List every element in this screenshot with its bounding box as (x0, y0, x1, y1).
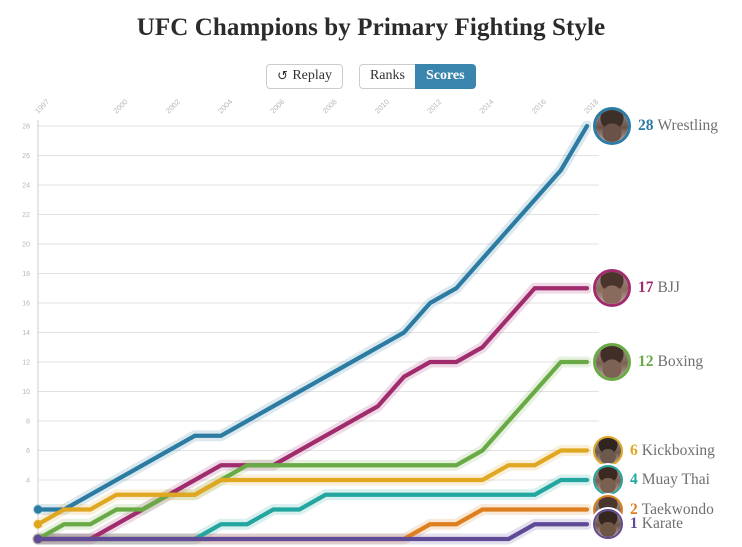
fighter-avatar-kickboxing-icon (593, 435, 623, 466)
series-start-marker-kickboxing (33, 520, 43, 529)
y-axis-tick-label: 28 (22, 124, 30, 131)
legend-value: 28 (638, 117, 654, 134)
fighter-avatar-boxing-icon (593, 343, 631, 381)
legend-label: 1 Karate (630, 515, 683, 533)
x-axis-tick-label: 2014 (477, 97, 495, 115)
replay-button-label: Replay (292, 68, 332, 83)
fighter-avatar-karate-icon (593, 509, 623, 540)
series-line-wrestling[interactable] (35, 123, 590, 512)
legend-series-name: Wrestling (657, 117, 719, 134)
replay-icon: ↻ (277, 68, 289, 84)
avatar-face (596, 272, 628, 305)
y-axis-tick-label: 8 (26, 419, 30, 426)
y-axis-tick-label: 18 (22, 271, 30, 278)
chart-controls: ↻ Replay Ranks Scores (0, 64, 742, 89)
x-axis-tick-label: 1997 (33, 97, 51, 115)
legend-value: 1 (630, 515, 638, 533)
y-axis-tick-label: 22 (22, 212, 30, 219)
x-axis-tick-label: 2016 (530, 97, 548, 115)
x-axis-tick-label: 2006 (268, 97, 286, 115)
x-axis-tick-label: 2012 (425, 97, 443, 115)
x-axis-tick-label: 2010 (373, 97, 391, 115)
avatar-face (595, 437, 621, 464)
x-axis-tick-label: 2004 (216, 97, 234, 115)
series-line-kickboxing[interactable] (35, 448, 590, 527)
legend-series-name: Boxing (657, 353, 704, 370)
y-axis-tick-label: 10 (22, 389, 30, 396)
legend-label: 2 Taekwondo (630, 501, 714, 519)
legend-value: 6 (630, 441, 638, 459)
legend-value: 2 (630, 500, 638, 518)
legend-entry-wrestling[interactable]: 28 Wrestling (593, 107, 718, 145)
series-start-marker-wrestling (33, 505, 43, 514)
x-axis-tick-label: 2008 (321, 97, 339, 115)
gridlines (37, 120, 599, 539)
ranks-button[interactable]: Ranks (358, 64, 415, 89)
legend-series-name: Kickboxing (641, 441, 715, 459)
line-chart-svg: 4 6 8 10 12 14 16 18 20 22 24 26 28 1997 2000 2002 2004… (22, 97, 600, 545)
legend-entry-boxing[interactable]: 12 Boxing (593, 343, 703, 381)
fighter-avatar-wrestling-icon (593, 107, 631, 145)
legend-series-name: Taekwondo (641, 500, 714, 518)
y-axis-tick-label: 4 (26, 478, 30, 485)
y-axis-tick-label: 6 (26, 448, 30, 455)
series-line-karate[interactable] (35, 522, 590, 542)
legend-series-name: BJJ (657, 279, 680, 297)
avatar-face (596, 346, 628, 378)
legend-value: 12 (638, 353, 654, 370)
replay-button[interactable]: ↻ Replay (266, 64, 343, 89)
page-title: UFC Champions by Primary Fighting Style (136, 14, 606, 41)
y-axis-tick-label: 12 (22, 360, 30, 367)
series-lines (35, 123, 590, 542)
x-axis-tick-label: 2002 (164, 97, 182, 115)
plot-area: 4 6 8 10 12 14 16 18 20 22 24 26 28 1997 2000 2002 2004… (0, 96, 742, 547)
legend-label: 6 Kickboxing (630, 442, 715, 460)
legend-label: 17 BJJ (638, 279, 680, 297)
series-start-markers (33, 505, 43, 544)
legend-label: 28 Wrestling (638, 117, 718, 135)
series-line-boxing[interactable] (35, 359, 590, 542)
y-axis-tick-label: 16 (22, 301, 30, 308)
legend-entry-karate[interactable]: 1 Karate (593, 509, 683, 540)
avatar-face (595, 511, 621, 538)
fighter-avatar-muaythai-icon (593, 465, 623, 495)
legend-entry-muay-thai[interactable]: 4 Muay Thai (593, 465, 710, 495)
series-legend: 28 Wrestling 17 BJJ 12 Boxing 6 Kickboxing 4 Muay… (0, 96, 742, 547)
legend-value: 17 (638, 279, 654, 297)
avatar-face (596, 110, 628, 142)
x-axis-tick-label: 2000 (111, 97, 129, 115)
y-axis-tick-label: 20 (22, 242, 30, 249)
legend-value: 4 (630, 471, 638, 488)
legend-label: 12 Boxing (638, 353, 703, 371)
legend-series-name: Muay Thai (641, 471, 710, 488)
series-line-bjj[interactable] (35, 286, 590, 542)
y-axis-tick-label: 14 (22, 330, 30, 337)
y-axis-labels: 4 6 8 10 12 14 16 18 20 22 24 26 28 (22, 124, 30, 485)
series-start-marker-karate (33, 534, 43, 544)
avatar-face (595, 467, 621, 493)
y-axis-tick-label: 26 (22, 153, 30, 160)
x-axis-labels: 1997 2000 2002 2004 2006 2008 2010 2012 2014 2016… (33, 97, 600, 115)
scores-button[interactable]: Scores (414, 64, 476, 89)
y-axis-tick-label: 24 (22, 183, 30, 190)
fighter-avatar-bjj-icon (593, 269, 631, 308)
legend-label: 4 Muay Thai (630, 471, 710, 489)
legend-series-name: Karate (641, 515, 684, 533)
legend-entry-kickboxing[interactable]: 6 Kickboxing (593, 435, 715, 466)
mode-toggle-group: Ranks Scores (358, 64, 476, 89)
legend-entry-bjj[interactable]: 17 BJJ (593, 269, 680, 308)
